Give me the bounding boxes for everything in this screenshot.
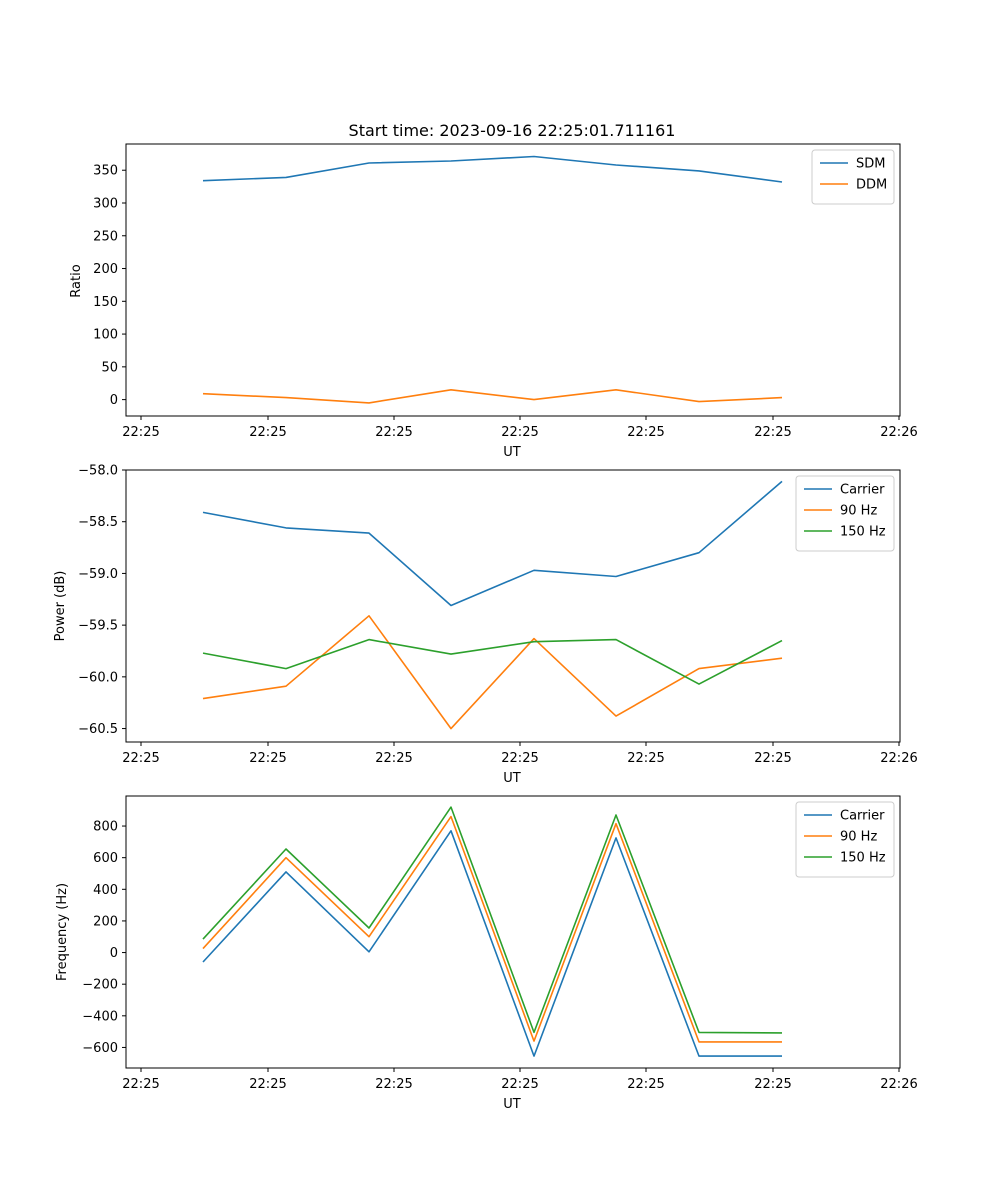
ratio-xtick-label: 22:25 (249, 425, 286, 440)
ratio-xtick-label: 22:25 (501, 425, 538, 440)
power-ytick-label: −60.5 (78, 722, 118, 737)
frequency-ytick-label: −200 (82, 978, 118, 993)
frequency-ytick-label: −600 (82, 1041, 118, 1056)
ratio-ylabel: Ratio (69, 264, 84, 297)
frequency-series-carrier (202, 829, 782, 1057)
ratio-xtick-label: 22:26 (880, 425, 917, 440)
power-xtick-label: 22:25 (375, 751, 412, 766)
power-legend-label: 150 Hz (840, 525, 886, 540)
power-ytick-label: −58.0 (78, 464, 118, 479)
ratio-xtick-label: 22:25 (122, 425, 159, 440)
frequency-legend-label: 90 Hz (840, 830, 877, 845)
power-series-90-hz (202, 614, 783, 730)
frequency-legend-label: 150 Hz (840, 851, 886, 866)
ratio-panel: UT Ratio 0 50 100 150 200 250 300 350 22:25 22:25… (69, 143, 918, 460)
power-xtick-label: 22:25 (627, 751, 664, 766)
power-ytick-label: −58.5 (78, 515, 118, 530)
frequency-panel: UT Frequency (Hz) −600 −400 −200 0 200 400 600… (55, 795, 918, 1112)
frequency-ytick-label: 0 (110, 946, 118, 961)
ratio-ytick-label: 350 (93, 164, 118, 179)
power-ytick-label: −60.0 (78, 670, 118, 685)
power-xtick-label: 22:25 (249, 751, 286, 766)
ratio-ytick-label: 200 (93, 262, 118, 277)
power-legend-label: Carrier (840, 483, 885, 498)
frequency-legend-label: Carrier (840, 809, 885, 824)
ratio-series-ddm (202, 388, 783, 404)
ratio-series-sdm (202, 155, 783, 183)
ratio-ytick-label: 0 (110, 393, 118, 408)
power-xtick-label: 22:25 (754, 751, 791, 766)
frequency-ytick-label: 400 (93, 883, 118, 898)
power-ylabel: Power (dB) (53, 571, 68, 642)
ratio-ytick-label: 300 (93, 196, 118, 211)
power-series-carrier (202, 480, 783, 607)
ratio-axes-frame (125, 143, 901, 417)
power-panel: UT Power (dB) −60.5 −60.0 −59.5 −59.0 −58.5 −… (53, 464, 918, 787)
ratio-legend-label: SDM (856, 157, 885, 172)
power-ytick-label: −59.5 (78, 619, 118, 634)
frequency-xtick-label: 22:25 (754, 1077, 791, 1092)
frequency-xtick-label: 22:26 (880, 1077, 917, 1092)
power-ytick-label: −59.0 (78, 567, 118, 582)
frequency-series-150-hz (202, 806, 783, 1034)
frequency-series-90-hz (202, 815, 782, 1043)
ratio-ytick-label: 150 (93, 295, 118, 310)
power-xtick-label: 22:25 (501, 751, 538, 766)
chart-title: Start time: 2023-09-16 22:25:01.711161 (349, 121, 676, 140)
ratio-ytick-label: 50 (101, 360, 118, 375)
frequency-xtick-label: 22:25 (501, 1077, 538, 1092)
ratio-ytick-label: 100 (93, 328, 118, 343)
frequency-legend (795, 801, 895, 878)
frequency-ytick-label: −400 (82, 1009, 118, 1024)
power-xtick-label: 22:26 (880, 751, 917, 766)
power-axes-frame (125, 469, 901, 743)
frequency-axes-frame (125, 795, 901, 1069)
frequency-ytick-label: 600 (93, 851, 118, 866)
frequency-xtick-label: 22:25 (249, 1077, 286, 1092)
frequency-xtick-label: 22:25 (122, 1077, 159, 1092)
power-legend (795, 475, 895, 552)
ratio-xtick-label: 22:25 (375, 425, 412, 440)
frequency-ytick-label: 800 (93, 820, 118, 835)
frequency-xlabel: UT (503, 1097, 521, 1112)
ratio-xtick-label: 22:25 (627, 425, 664, 440)
power-series-150-hz (202, 638, 783, 685)
ratio-legend-label: DDM (856, 178, 887, 193)
frequency-ytick-label: 200 (93, 914, 118, 929)
ratio-xtick-label: 22:25 (754, 425, 791, 440)
ratio-xlabel: UT (503, 445, 521, 460)
ratio-ytick-label: 250 (93, 229, 118, 244)
power-legend-label: 90 Hz (840, 504, 877, 519)
power-xlabel: UT (503, 771, 521, 786)
frequency-xtick-label: 22:25 (627, 1077, 664, 1092)
frequency-ylabel: Frequency (Hz) (55, 883, 70, 981)
power-xtick-label: 22:25 (122, 751, 159, 766)
frequency-xtick-label: 22:25 (375, 1077, 412, 1092)
